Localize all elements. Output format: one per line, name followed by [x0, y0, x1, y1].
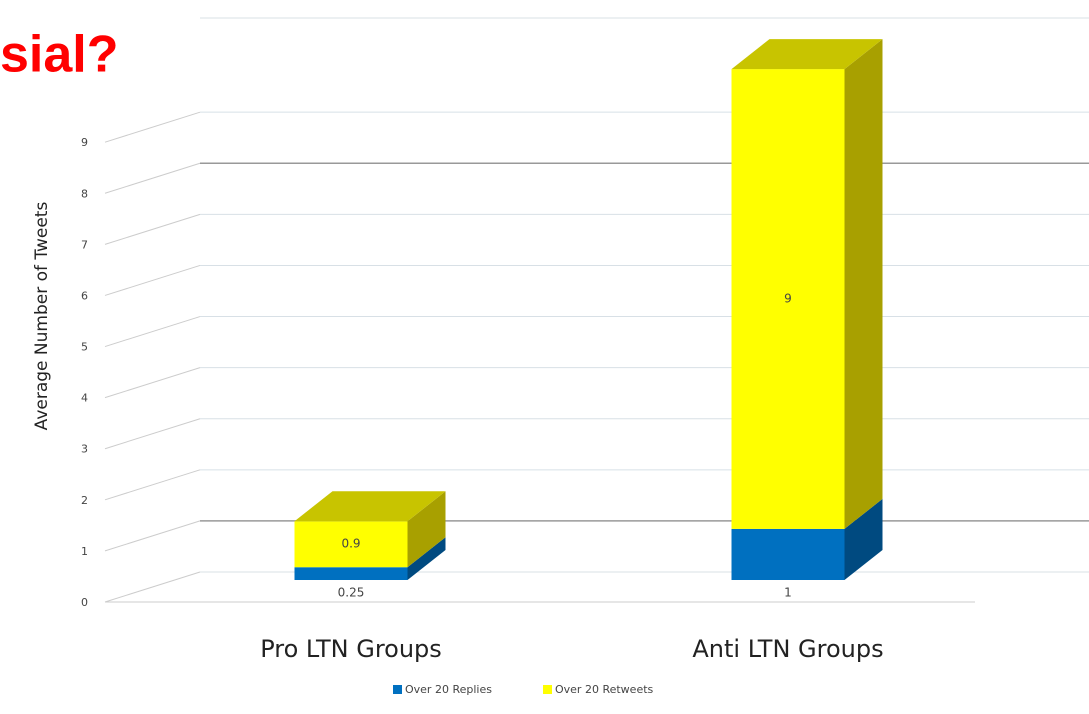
bar-top: [731, 39, 883, 70]
side-grid-line: [104, 469, 201, 501]
data-label: 9: [784, 292, 792, 306]
y-tick-label: 3: [81, 443, 88, 456]
side-grid-line: [104, 520, 201, 552]
data-label: 0.9: [341, 537, 360, 551]
x-tick-label: Anti LTN Groups: [692, 635, 883, 663]
y-axis-title: Average Number of Tweets: [32, 202, 52, 431]
legend-swatch: [543, 685, 552, 694]
side-grid-line: [104, 571, 201, 603]
y-tick-label: 7: [81, 238, 88, 251]
y-tick-label: 4: [81, 392, 88, 405]
side-grid-line: [104, 111, 201, 143]
bar-segment: [294, 521, 408, 568]
y-tick-label: 6: [81, 289, 88, 302]
bar-side: [407, 491, 446, 568]
side-grid-line: [104, 213, 201, 245]
side-grid-line: [104, 367, 201, 399]
y-tick-label: 1: [81, 545, 88, 558]
data-label: 0.25: [338, 586, 365, 600]
y-tick-label: 0: [81, 596, 88, 609]
legend-label: Over 20 Retweets: [555, 683, 654, 696]
bar-segment: [731, 528, 845, 580]
side-grid-line: [104, 162, 201, 194]
y-tick-label: 9: [81, 136, 88, 149]
bar-side: [844, 498, 883, 580]
legend-label: Over 20 Replies: [405, 683, 492, 696]
data-label: 1: [784, 586, 792, 600]
bar-side: [407, 537, 446, 580]
side-grid-line: [104, 418, 201, 450]
slide-heading: sial?: [0, 26, 119, 84]
y-tick-label: 5: [81, 341, 88, 354]
bar-segment: [731, 69, 845, 529]
y-tick-label: 8: [81, 187, 88, 200]
side-grid-line: [104, 264, 201, 296]
side-grid-line: [104, 316, 201, 348]
y-tick-label: 2: [81, 494, 88, 507]
legend-swatch: [393, 685, 402, 694]
bar-segment: [294, 567, 408, 580]
bar-side: [844, 39, 883, 529]
x-tick-label: Pro LTN Groups: [260, 635, 442, 663]
bar-top: [294, 491, 446, 522]
